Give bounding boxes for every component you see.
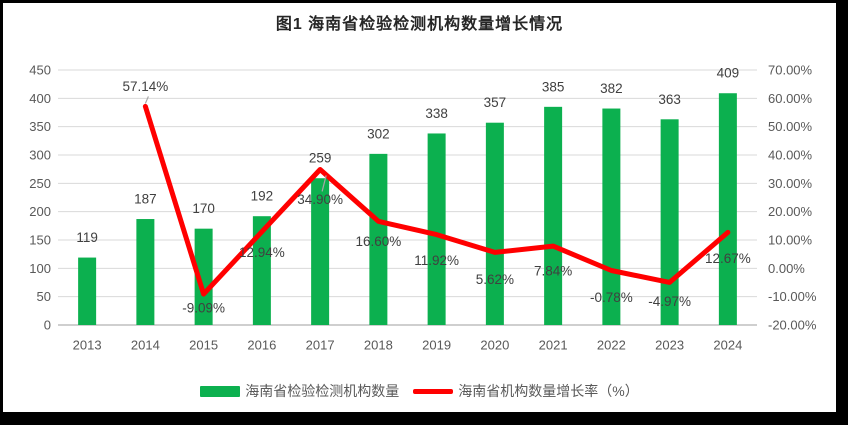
legend-item-bars: 海南省检验检测机构数量 bbox=[200, 381, 399, 401]
gridlines bbox=[58, 69, 757, 298]
growth-rate-label: -4.97% bbox=[648, 294, 691, 309]
line-series-swatch bbox=[413, 388, 454, 394]
legend-item-line: 海南省机构数量增长率（%） bbox=[413, 381, 639, 401]
right-axis-tick-label: 70.00% bbox=[768, 63, 813, 78]
bar-series bbox=[78, 93, 737, 326]
right-axis-tick-label: 0.00% bbox=[768, 261, 805, 276]
bar bbox=[311, 178, 330, 325]
left-axis-tick-label: 400 bbox=[29, 91, 51, 106]
growth-rate-label: -9.09% bbox=[182, 301, 225, 316]
bar bbox=[427, 133, 446, 325]
left-axis-tick-label: 350 bbox=[29, 119, 51, 134]
x-axis-label: 2013 bbox=[73, 338, 102, 353]
label-leader-lines bbox=[144, 96, 327, 192]
left-axis-tick-label: 250 bbox=[29, 176, 51, 191]
right-axis-tick-labels: 70.00% 60.00% 50.00% 40.00% 30.00% 20.00% 10.0… bbox=[768, 63, 817, 333]
bar bbox=[136, 219, 155, 325]
growth-rate-label: 57.14% bbox=[122, 79, 168, 94]
left-axis-tick-label: 300 bbox=[29, 148, 51, 163]
chart-figure: 图1 海南省检验检测机构数量增长情况 450 400 350 300 250 200 150… bbox=[3, 3, 836, 412]
x-axis-label: 2018 bbox=[364, 338, 393, 353]
bar-value-label: 363 bbox=[658, 92, 681, 107]
left-axis-tick-label: 0 bbox=[44, 318, 51, 333]
bar-value-label: 357 bbox=[484, 95, 507, 110]
x-axis-labels: 2013 2014 2015 2016 2017 2018 2019 2020 2021 2022… bbox=[73, 338, 743, 353]
x-axis-label: 2022 bbox=[597, 338, 626, 353]
bar-value-label: 119 bbox=[76, 230, 98, 245]
left-axis-tick-labels: 450 400 350 300 250 200 150 100 50 0 bbox=[29, 63, 51, 333]
bar-value-labels: 119 187 170 192 259 302 338 357 385 382 363 409 bbox=[76, 66, 739, 245]
bar-value-label: 302 bbox=[367, 126, 390, 141]
right-axis-tick-label: -10.00% bbox=[768, 289, 817, 304]
growth-rate-labels: 57.14% -9.09% 12.94% 34.90% 16.60% 11.92% 5.62… bbox=[122, 79, 750, 316]
growth-rate-label: 12.67% bbox=[705, 251, 751, 266]
bar-value-label: 170 bbox=[192, 201, 215, 216]
legend-label-bars: 海南省检验检测机构数量 bbox=[245, 383, 400, 399]
growth-rate-line bbox=[142, 103, 731, 297]
x-axis-label: 2019 bbox=[422, 338, 451, 353]
growth-rate-label: 11.92% bbox=[414, 253, 459, 268]
growth-rate-label: 12.94% bbox=[239, 245, 285, 260]
bar-value-label: 187 bbox=[134, 192, 157, 207]
bar bbox=[544, 106, 563, 325]
right-axis-tick-label: 60.00% bbox=[768, 91, 813, 106]
x-axis-label: 2021 bbox=[539, 338, 568, 353]
chart-title: 图1 海南省检验检测机构数量增长情况 bbox=[275, 16, 564, 33]
bar-value-label: 338 bbox=[425, 106, 448, 121]
bar bbox=[485, 122, 504, 325]
left-axis-tick-label: 100 bbox=[29, 261, 51, 276]
bar-value-label: 382 bbox=[600, 81, 623, 96]
x-axis-label: 2017 bbox=[306, 338, 335, 353]
right-axis-tick-label: 40.00% bbox=[768, 148, 813, 163]
right-axis-tick-label: 30.00% bbox=[768, 176, 813, 191]
x-axis-label: 2020 bbox=[480, 338, 509, 353]
bar bbox=[78, 257, 97, 325]
right-axis-tick-label: 20.00% bbox=[768, 204, 813, 219]
right-axis-tick-label: -20.00% bbox=[768, 318, 817, 333]
bar bbox=[660, 119, 679, 325]
bar-series-swatch bbox=[200, 385, 241, 397]
bar-value-label: 385 bbox=[542, 79, 565, 94]
right-axis-tick-label: 10.00% bbox=[768, 233, 813, 248]
left-axis-tick-label: 200 bbox=[29, 204, 51, 219]
growth-rate-label: 16.60% bbox=[355, 234, 401, 249]
bar bbox=[194, 228, 213, 325]
growth-rate-label: 5.62% bbox=[476, 272, 514, 287]
chart-legend: 海南省检验检测机构数量 海南省机构数量增长率（%） bbox=[3, 381, 836, 401]
bar bbox=[369, 153, 388, 325]
x-axis-label: 2014 bbox=[131, 338, 160, 353]
left-axis-tick-label: 450 bbox=[29, 63, 51, 78]
growth-rate-label: -0.78% bbox=[590, 290, 633, 305]
left-axis-tick-label: 50 bbox=[37, 289, 51, 304]
growth-rate-label: 7.84% bbox=[534, 264, 572, 279]
x-axis-label: 2023 bbox=[655, 338, 684, 353]
right-axis-tick-label: 50.00% bbox=[768, 119, 813, 134]
label-leader-line bbox=[321, 175, 327, 192]
bar-value-label: 409 bbox=[717, 66, 740, 81]
x-axis-label: 2015 bbox=[189, 338, 218, 353]
bar-value-label: 192 bbox=[251, 189, 274, 204]
bar bbox=[252, 216, 271, 325]
x-axis-label: 2024 bbox=[713, 338, 742, 353]
bar bbox=[718, 93, 737, 325]
x-axis-label: 2016 bbox=[247, 338, 276, 353]
growth-rate-label: 34.90% bbox=[297, 192, 343, 207]
chart-plot-area: 450 400 350 300 250 200 150 100 50 0 70.00% 60.00% 5… bbox=[29, 63, 817, 353]
legend-label-line: 海南省机构数量增长率（%） bbox=[458, 383, 639, 399]
bar-value-label: 259 bbox=[309, 151, 332, 166]
left-axis-tick-label: 150 bbox=[29, 233, 51, 248]
label-leader-line bbox=[144, 96, 149, 104]
